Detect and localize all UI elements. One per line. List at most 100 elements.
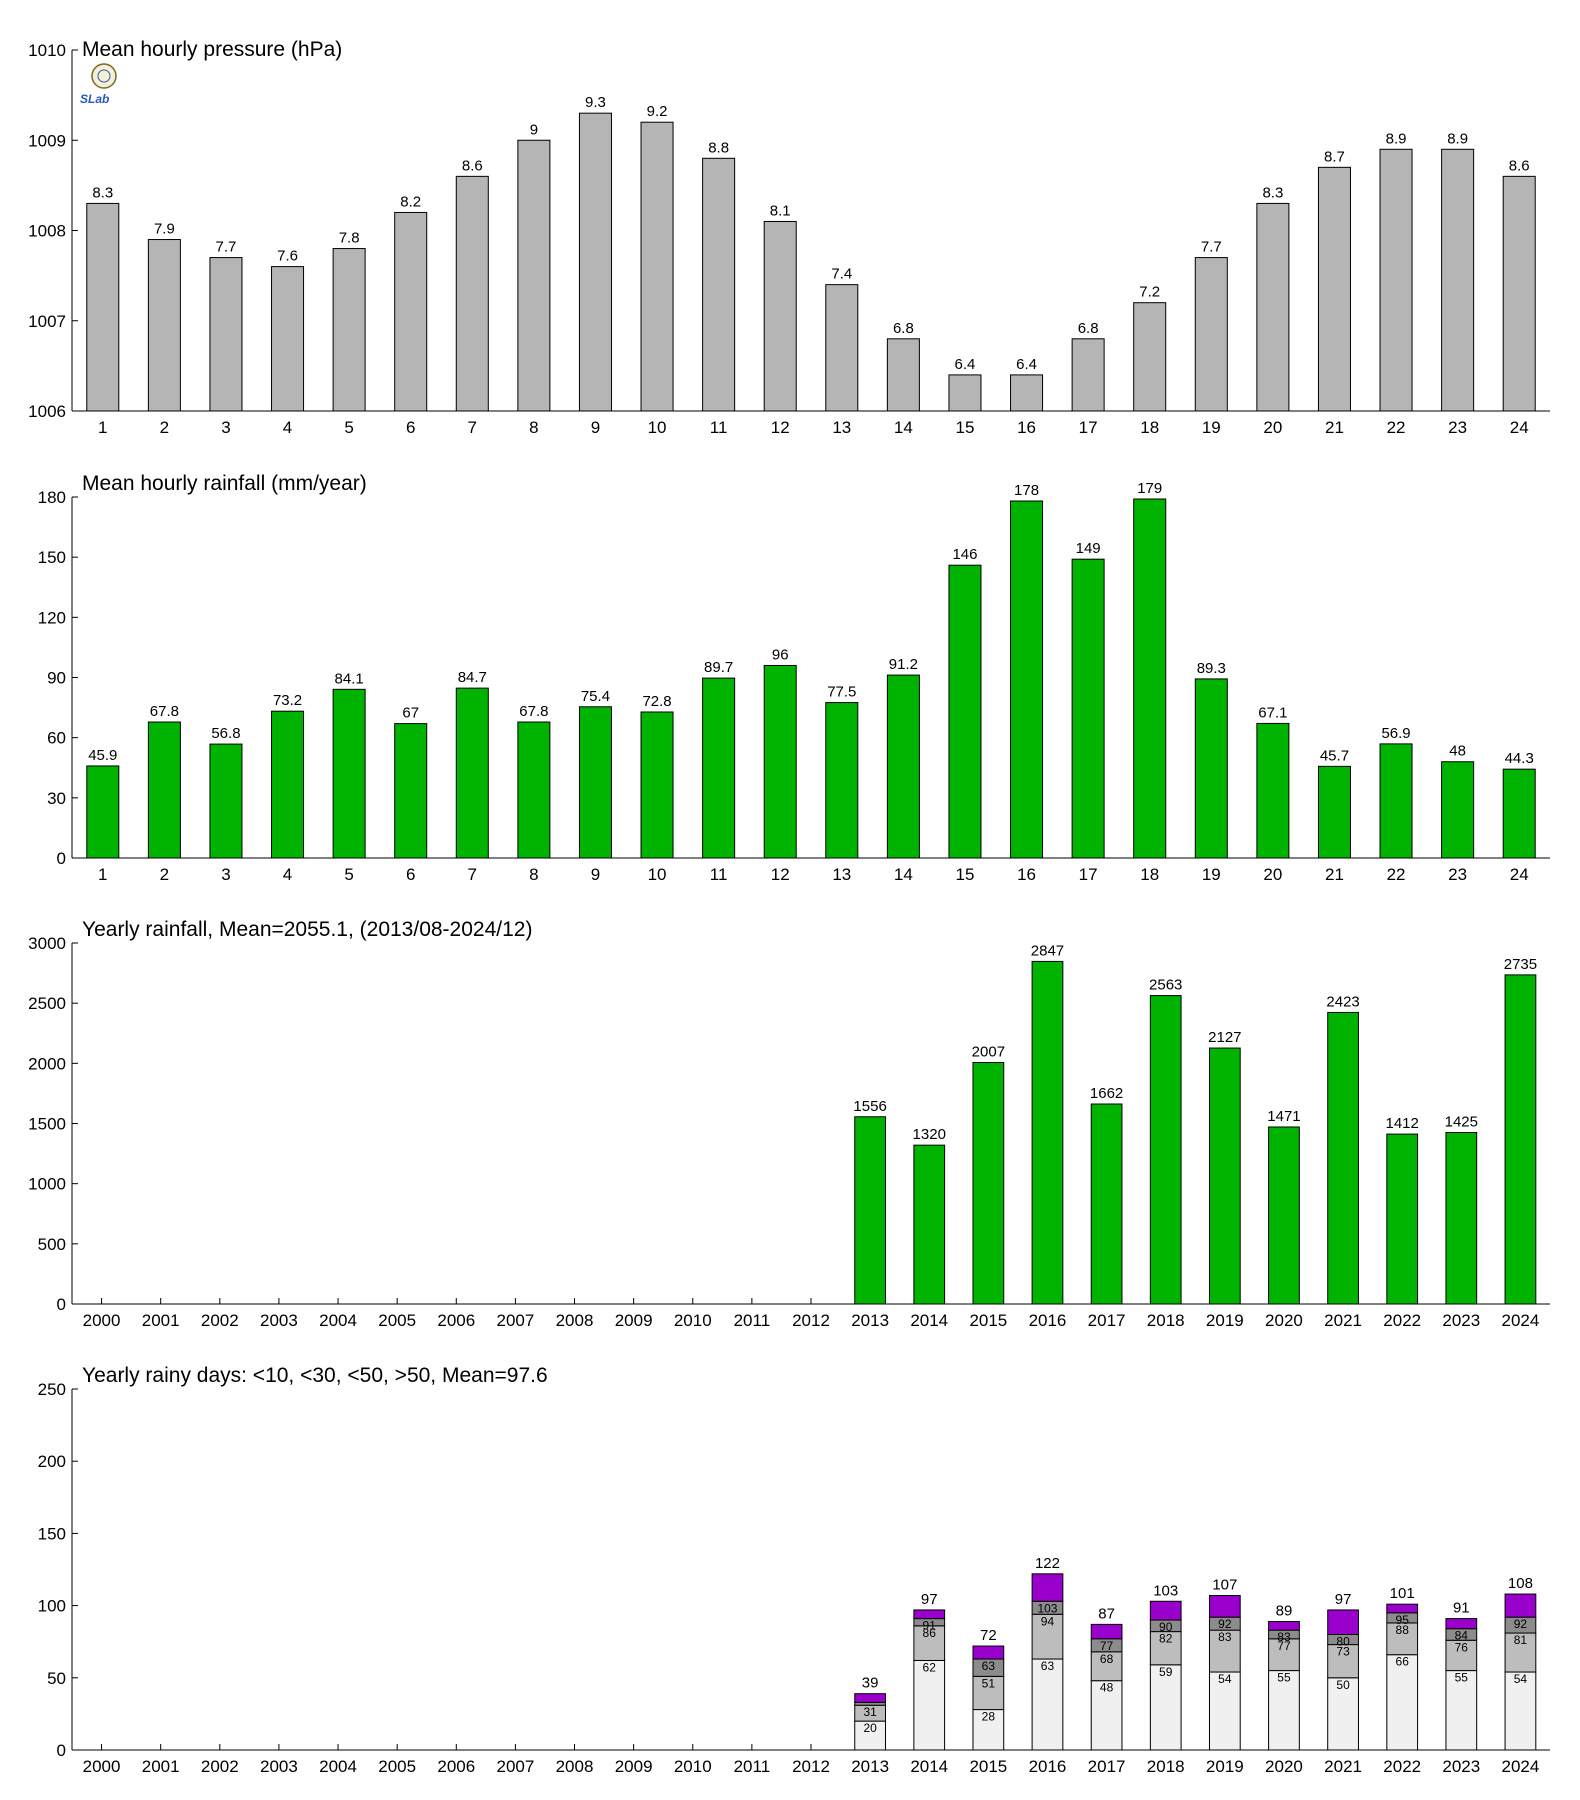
x-tick-label: 2020 [1265, 1757, 1303, 1776]
value-label: 91.2 [889, 656, 918, 673]
x-tick-label: 2020 [1265, 1311, 1303, 1330]
y-tick-label: 2500 [28, 994, 66, 1013]
total-label: 97 [921, 1591, 938, 1608]
value-label: 45.7 [1320, 747, 1349, 764]
bar [1031, 960, 1064, 1305]
segment-label: 66 [1396, 1655, 1410, 1669]
segment-label: 92 [1514, 1617, 1528, 1631]
bar-segment-lt10 [1268, 1670, 1300, 1751]
value-label: 8.2 [400, 193, 421, 210]
bar [1194, 257, 1228, 412]
bar [702, 677, 736, 859]
value-label: 9.3 [585, 94, 606, 111]
segment-label: 59 [1159, 1665, 1173, 1679]
segment-label: 103 [1037, 1601, 1057, 1615]
x-tick-label: 13 [832, 865, 851, 884]
bar [271, 710, 305, 859]
x-tick-label: 17 [1079, 865, 1098, 884]
x-tick-label: 2017 [1088, 1757, 1126, 1776]
y-tick-label: 250 [38, 1380, 66, 1399]
bar [1327, 1011, 1359, 1305]
x-tick-label: 2024 [1502, 1757, 1540, 1776]
x-tick-label: 15 [955, 418, 974, 437]
x-tick-label: 13 [832, 418, 851, 437]
value-label: 45.9 [88, 747, 117, 764]
x-tick-label: 8 [529, 865, 538, 884]
x-tick-label: 8 [529, 418, 538, 437]
x-tick-label: 2001 [142, 1757, 180, 1776]
bar-segment-gt50 [1386, 1603, 1419, 1614]
x-tick-label: 18 [1140, 865, 1159, 884]
bar [825, 702, 859, 859]
bar [147, 721, 181, 859]
segment-label: 51 [982, 1676, 996, 1690]
y-tick-label: 180 [38, 488, 66, 507]
bar-segment-gt50 [1504, 1593, 1537, 1618]
bar [948, 374, 982, 412]
value-label: 84.1 [335, 670, 364, 687]
value-label: 8.3 [92, 184, 113, 201]
y-tick-label: 90 [47, 669, 66, 688]
bar [763, 220, 797, 412]
segment-label: 91 [923, 1619, 937, 1633]
x-tick-label: 2004 [319, 1311, 357, 1330]
segment-label: 88 [1396, 1623, 1410, 1637]
value-label: 8.9 [1386, 130, 1407, 147]
bar [1386, 1133, 1419, 1305]
y-tick-label: 0 [57, 849, 66, 868]
x-tick-label: 2015 [969, 1757, 1007, 1776]
y-tick-label: 200 [38, 1452, 66, 1471]
x-tick-label: 24 [1510, 865, 1529, 884]
value-label: 7.2 [1139, 284, 1160, 301]
bar-segment-lt30 [1268, 1638, 1300, 1672]
x-tick-label: 2013 [851, 1311, 889, 1330]
value-label: 7.8 [339, 230, 360, 247]
value-label: 8.6 [462, 157, 483, 174]
value-label: 6.4 [955, 356, 976, 373]
x-tick-label: 15 [955, 865, 974, 884]
value-label: 8.7 [1324, 148, 1345, 165]
value-label: 6.8 [1078, 320, 1099, 337]
bar [332, 248, 366, 412]
value-label: 1412 [1386, 1115, 1419, 1132]
x-tick-label: 2011 [734, 1311, 771, 1330]
value-label: 8.1 [770, 202, 791, 219]
logo-seal-inner [97, 69, 111, 83]
bar-segment-gt50 [972, 1645, 1005, 1660]
value-label: 73.2 [273, 692, 302, 709]
bar-segment-gt50 [1327, 1609, 1359, 1635]
x-tick-label: 2017 [1088, 1311, 1126, 1330]
bar-segment-lt10 [972, 1709, 1005, 1751]
value-label: 2007 [972, 1043, 1005, 1060]
x-tick-label: 7 [468, 418, 477, 437]
bar [1149, 995, 1182, 1305]
value-label: 1320 [913, 1126, 946, 1143]
value-label: 8.6 [1509, 157, 1530, 174]
value-label: 1425 [1445, 1114, 1478, 1131]
x-tick-label: 2 [160, 865, 169, 884]
x-tick-label: 2000 [83, 1311, 121, 1330]
value-label: 7.7 [216, 239, 237, 256]
bar [1502, 768, 1536, 859]
segment-label: 73 [1336, 1645, 1350, 1659]
bar-segment-lt10 [1445, 1670, 1478, 1751]
bar-segment-lt10 [1504, 1671, 1537, 1751]
segment-label: 63 [982, 1659, 996, 1673]
value-label: 2563 [1149, 977, 1182, 994]
x-tick-label: 2014 [910, 1757, 948, 1776]
x-tick-label: 2014 [910, 1311, 948, 1330]
bar-segment-lt30 [1208, 1629, 1241, 1673]
bar-segment-lt10 [1031, 1658, 1064, 1751]
value-label: 1471 [1267, 1108, 1300, 1125]
x-tick-label: 2023 [1442, 1311, 1480, 1330]
bar-segment-lt30 [1386, 1622, 1419, 1656]
x-tick-label: 9 [591, 865, 600, 884]
bar [854, 1116, 886, 1305]
bar [886, 338, 920, 412]
bar-segment-gt50 [1268, 1620, 1300, 1631]
y-tick-label: 1500 [28, 1115, 66, 1134]
bar [1317, 765, 1351, 859]
x-tick-label: 21 [1325, 865, 1344, 884]
value-label: 8.8 [708, 139, 729, 156]
x-tick-label: 10 [648, 418, 667, 437]
